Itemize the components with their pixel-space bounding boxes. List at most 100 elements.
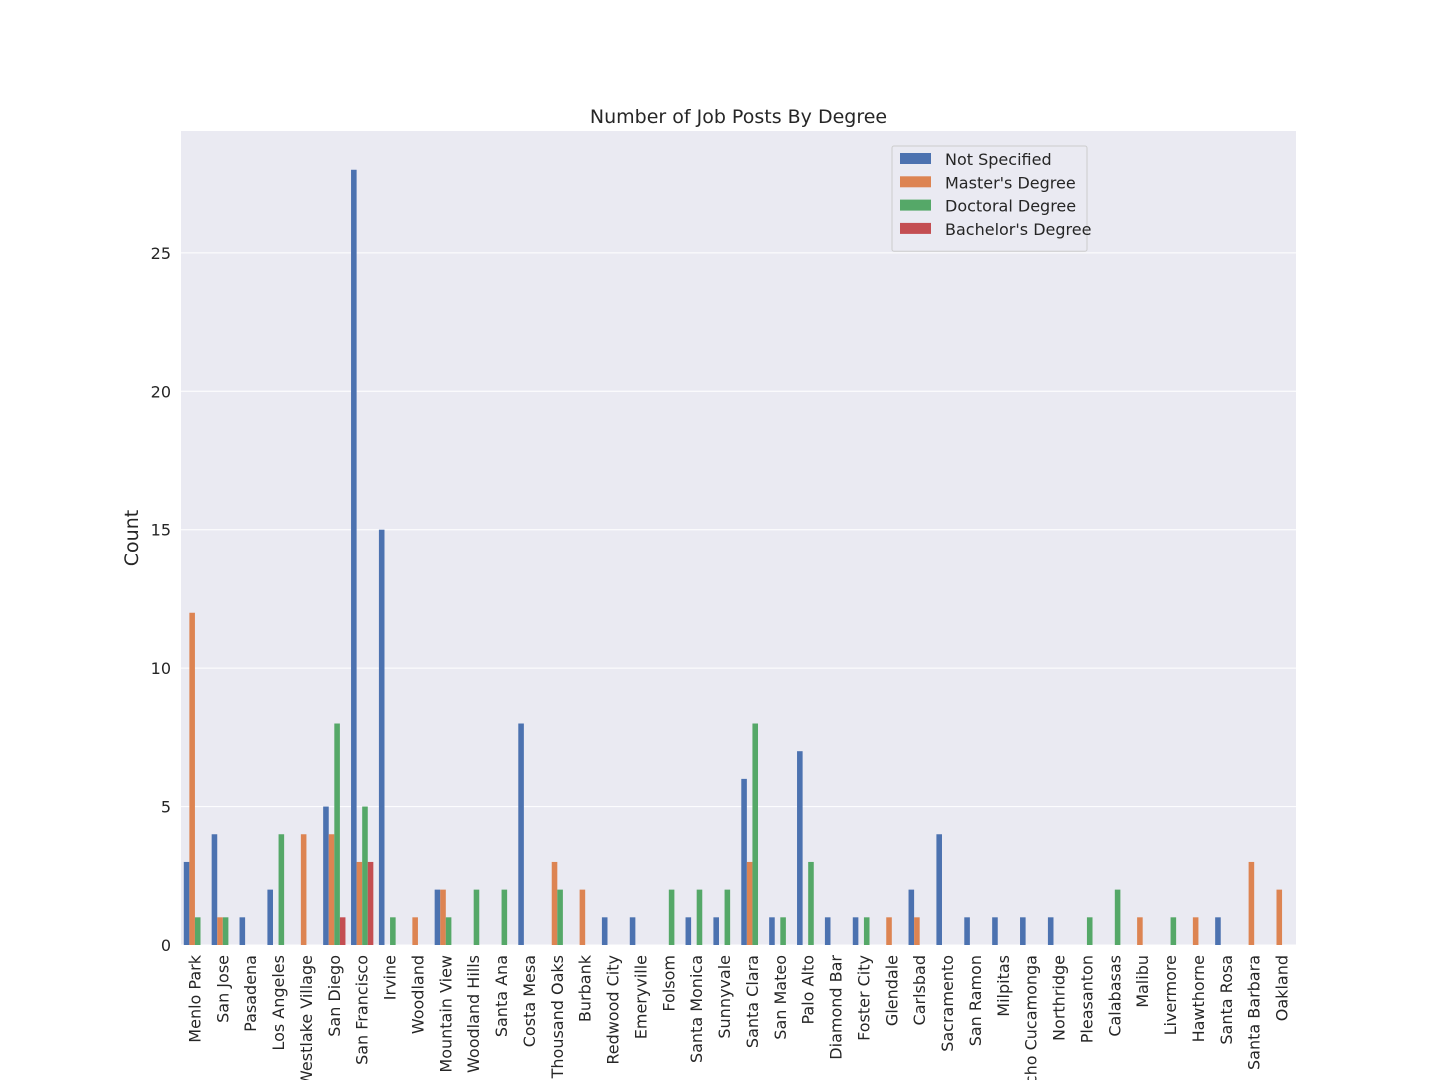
legend-label: Doctoral Degree xyxy=(945,197,1076,216)
legend-swatch xyxy=(900,199,931,211)
x-tick-label: Oakland xyxy=(1273,955,1292,1021)
x-tick-label: Northridge xyxy=(1050,955,1069,1041)
x-tick-label: Sacramento xyxy=(938,955,957,1052)
legend: Not Specified Master's Degree Doctoral Deg… xyxy=(891,145,1091,252)
bar xyxy=(1215,917,1221,945)
x-tick-label: Calabasas xyxy=(1105,955,1124,1037)
x-tick-label: Thousand Oaks xyxy=(548,955,567,1079)
x-tick-label: Irvine xyxy=(381,955,400,1000)
bar xyxy=(518,723,524,945)
y-axis: 0 5 10 15 20 25 xyxy=(151,244,171,955)
bar xyxy=(1170,917,1177,945)
bar xyxy=(267,889,273,945)
bar xyxy=(808,861,814,945)
bar xyxy=(769,917,775,945)
bar xyxy=(222,917,229,945)
y-tick-label: 25 xyxy=(151,244,171,263)
x-tick-label: Woodland Hills xyxy=(464,955,483,1073)
x-tick-label: Palo Alto xyxy=(799,955,818,1025)
bar xyxy=(685,917,692,945)
bar xyxy=(852,917,859,945)
bar xyxy=(1248,861,1255,945)
bar xyxy=(339,917,346,945)
x-tick-label: Santa Ana xyxy=(492,955,511,1037)
x-tick-label: Emeryville xyxy=(631,955,650,1039)
bar xyxy=(239,917,246,945)
bar xyxy=(579,889,586,945)
bar xyxy=(351,169,357,945)
legend-label: Bachelor's Degree xyxy=(945,220,1091,239)
x-tick-label: Hawthorne xyxy=(1189,955,1208,1042)
x-tick-label: San Mateo xyxy=(771,955,790,1040)
bar xyxy=(217,917,223,945)
bar xyxy=(992,917,998,945)
bar xyxy=(356,861,363,945)
bar xyxy=(1086,917,1093,945)
x-tick-label: Livermore xyxy=(1161,955,1180,1035)
bar xyxy=(1020,917,1026,945)
y-tick-label: 0 xyxy=(161,936,171,955)
y-tick-label: 20 xyxy=(151,382,171,401)
bar xyxy=(378,529,385,945)
x-tick-label: Westlake Village xyxy=(297,955,316,1080)
bar xyxy=(501,889,508,945)
x-tick-label: Carlsbad xyxy=(910,955,929,1025)
bar xyxy=(194,917,201,945)
y-tick-label: 5 xyxy=(161,798,171,817)
bar xyxy=(601,917,608,945)
bar xyxy=(440,889,446,945)
bar xyxy=(189,612,195,945)
legend-swatch xyxy=(900,153,931,164)
bar xyxy=(434,889,441,945)
x-tick-label: San Francisco xyxy=(353,955,372,1065)
bar xyxy=(696,889,703,945)
x-tick-label: Mountain View xyxy=(436,955,455,1073)
bar xyxy=(780,917,786,945)
bar xyxy=(1114,889,1121,945)
bar xyxy=(964,917,970,945)
x-tick-label: Santa Monica xyxy=(687,955,706,1063)
bar xyxy=(334,723,340,945)
x-tick-label: San Diego xyxy=(325,955,344,1037)
x-axis: Menlo Park San Jose Pasadena Los Angeles Wes… xyxy=(185,954,1292,1084)
bar xyxy=(713,917,719,945)
x-tick-label: San Ramon xyxy=(966,955,985,1046)
x-tick-label: Menlo Park xyxy=(185,954,204,1042)
bar xyxy=(824,917,831,945)
bar xyxy=(412,917,418,945)
x-tick-label: Woodland xyxy=(408,955,427,1034)
bar xyxy=(551,861,558,945)
x-tick-label: Malibu xyxy=(1133,955,1152,1008)
bar xyxy=(741,778,747,945)
x-tick-label: Glendale xyxy=(882,955,901,1026)
x-tick-label: Santa Clara xyxy=(743,955,762,1048)
bar xyxy=(914,917,920,945)
bar xyxy=(1047,917,1054,945)
bars xyxy=(183,169,1283,945)
bar xyxy=(724,889,731,945)
bar xyxy=(1192,917,1199,945)
x-tick-label: Burbank xyxy=(576,954,595,1022)
bar xyxy=(629,917,636,945)
bar xyxy=(367,861,374,945)
bar xyxy=(473,889,480,945)
x-tick-label: Santa Barbara xyxy=(1245,955,1264,1070)
bar xyxy=(300,834,307,945)
bar xyxy=(323,806,329,945)
x-tick-label: Pleasanton xyxy=(1077,955,1096,1043)
y-tick-label: 10 xyxy=(151,659,171,678)
x-tick-label: Rancho Cucamonga xyxy=(1022,955,1041,1080)
bar xyxy=(1276,889,1283,945)
bar xyxy=(183,861,190,945)
y-tick-label: 15 xyxy=(151,521,171,540)
x-tick-label: Folsom xyxy=(659,955,678,1012)
bar xyxy=(211,834,218,945)
bar xyxy=(1137,917,1143,945)
bar xyxy=(797,751,803,945)
legend-label: Not Specified xyxy=(945,150,1052,169)
bar xyxy=(936,834,942,945)
bar xyxy=(362,806,368,945)
bar xyxy=(908,889,915,945)
